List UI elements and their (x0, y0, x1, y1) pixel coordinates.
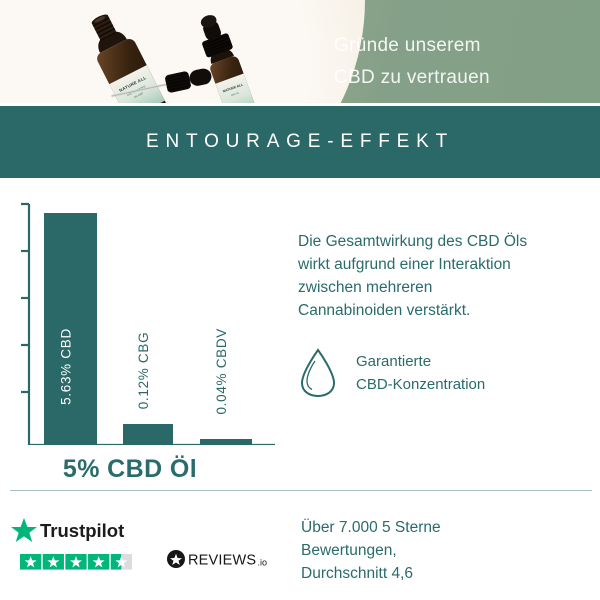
svg-text:0.04% CBDV: 0.04% CBDV (214, 328, 229, 415)
svg-text:Trustpilot: Trustpilot (40, 520, 124, 541)
svg-text:REVIEWS: REVIEWS (188, 553, 256, 569)
svg-text:.io: .io (258, 558, 268, 568)
svg-text:5.63% CBD: 5.63% CBD (59, 328, 74, 405)
svg-text:0.12% CBG: 0.12% CBG (136, 332, 151, 410)
